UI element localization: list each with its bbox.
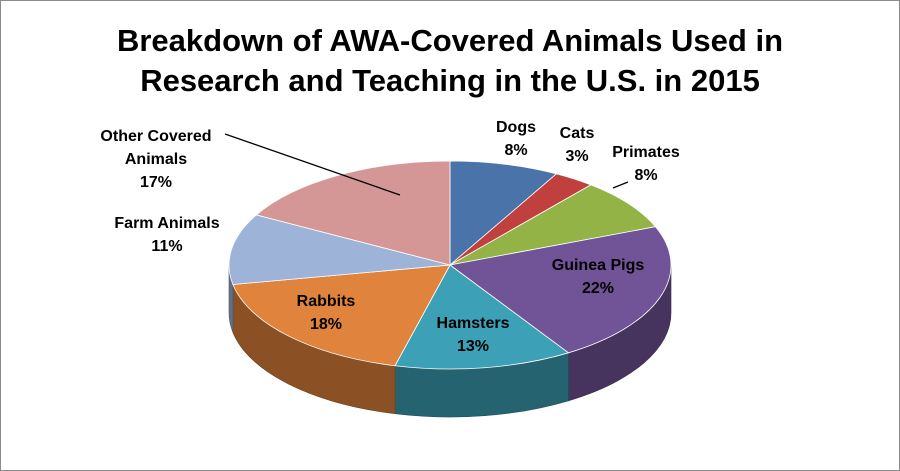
pie-sides xyxy=(228,264,672,418)
pie-slice-farm-animals xyxy=(228,214,451,285)
label-dogs-name-1: Dogs xyxy=(496,119,536,136)
label-hamsters: Hamsters 13% xyxy=(437,315,510,355)
label-primates-value: 8% xyxy=(634,167,657,184)
label-rabbits-name-1: Rabbits xyxy=(297,293,356,310)
leader-lines xyxy=(224,133,629,196)
pie-slice-other-covered-animals xyxy=(255,160,451,266)
label-other-covered-animals-value: 17% xyxy=(140,174,172,191)
chart-title: Breakdown of AWA-Covered Animals Used in… xyxy=(1,21,899,101)
chart-title-line-1: Breakdown of AWA-Covered Animals Used in xyxy=(116,23,784,58)
label-primates-name-1: Primates xyxy=(612,144,680,161)
label-hamsters-name-1: Hamsters xyxy=(437,315,510,332)
pie-tops xyxy=(228,160,672,370)
label-dogs-value: 8% xyxy=(504,142,527,159)
label-other-covered-animals-name-2: Animals xyxy=(125,151,187,168)
pie-slice-primates xyxy=(449,184,657,266)
label-other-covered-animals: Other Covered Animals 17% xyxy=(100,128,211,191)
label-hamsters-value: 13% xyxy=(457,338,489,355)
label-farm-animals-name-1: Farm Animals xyxy=(114,215,219,232)
label-cats: Cats 3% xyxy=(560,125,595,165)
label-primates: Primates 8% xyxy=(612,144,680,184)
label-dogs: Dogs 8% xyxy=(496,119,536,159)
label-rabbits-value: 18% xyxy=(310,316,342,333)
label-guinea-pigs: Guinea Pigs 22% xyxy=(552,257,645,297)
slice-labels: Dogs 8% Cats 3% Primates 8% Guinea Pigs 22% Hams… xyxy=(100,119,679,355)
label-other-covered-animals-name-1: Other Covered xyxy=(100,128,211,145)
leader-line-other-covered-animals xyxy=(224,133,401,196)
chart-title-line-2: Research and Teaching in the U.S. in 201… xyxy=(140,63,760,98)
label-farm-animals-value: 11% xyxy=(151,238,182,255)
label-guinea-pigs-name-1: Guinea Pigs xyxy=(552,257,645,274)
leader-line-primates xyxy=(612,181,629,189)
label-cats-name-1: Cats xyxy=(560,125,595,142)
label-rabbits: Rabbits 18% xyxy=(297,293,356,333)
label-farm-animals: Farm Animals 11% xyxy=(114,215,219,255)
pie-slice-guinea-pigs xyxy=(449,226,672,354)
pie-slice-hamsters xyxy=(394,264,570,370)
pie-slice-rabbits xyxy=(232,264,451,367)
label-guinea-pigs-value: 22% xyxy=(582,280,614,297)
label-cats-value: 3% xyxy=(565,148,588,165)
pie-slice-dogs xyxy=(449,160,558,266)
